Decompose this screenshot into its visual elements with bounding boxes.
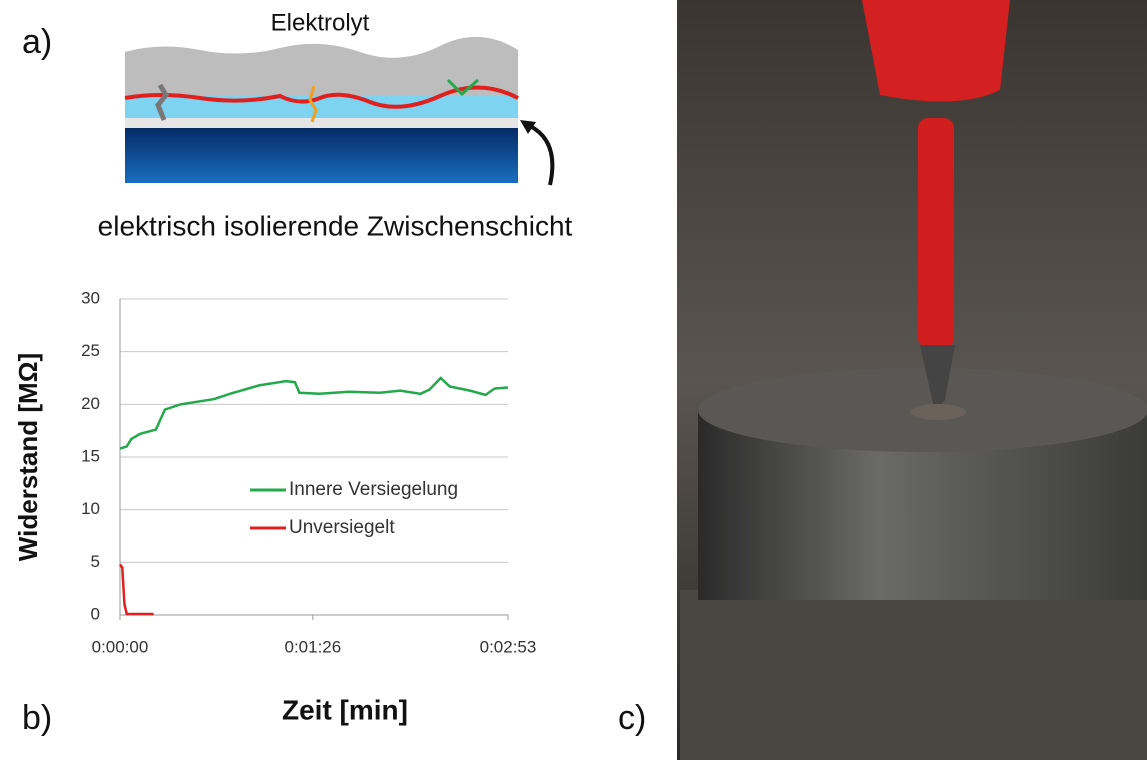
y-tick-label: 0 (91, 604, 100, 623)
probe-wire (918, 118, 954, 348)
y-tick-label: 10 (81, 499, 100, 518)
y-tick-label: 25 (81, 341, 100, 360)
panel-label: a) (22, 23, 52, 61)
x-axis-title: Zeit [min] (282, 694, 408, 725)
interlayer (125, 118, 518, 128)
y-tick-label: 20 (81, 394, 100, 413)
substrate (125, 128, 518, 183)
legend-label: Unversiegelt (289, 517, 395, 538)
contact (910, 404, 966, 420)
diagram: Elektrolyt elektrisch isolierende Zwisch… (98, 9, 573, 241)
photo (677, 0, 1147, 760)
panel-label: c) (618, 699, 646, 737)
y-tick-label: 30 (81, 288, 100, 307)
x-tick-label: 0:02:53 (480, 637, 537, 656)
base-plate (680, 590, 1147, 760)
chart: Zeit [min] Widerstand [MΩ] 0 5 10 15 20 25 30 0… (13, 288, 536, 725)
legend-label: Innere Versiegelung (289, 479, 458, 500)
diagram-label: Elektrolyt (271, 9, 370, 36)
series-line (120, 564, 154, 614)
y-axis-title: Widerstand [MΩ] (13, 353, 43, 561)
probe-holder (862, 0, 1010, 101)
series-line (120, 378, 508, 449)
diagram-label: elektrisch isolierende Zwischenschicht (98, 210, 573, 241)
figure: Elektrolyt elektrisch isolierende Zwisch… (0, 0, 1147, 760)
x-tick-label: 0:00:00 (92, 637, 149, 656)
x-tick-label: 0:01:26 (285, 637, 342, 656)
pointer-arrow (528, 125, 552, 185)
panel-label: b) (22, 699, 52, 737)
y-tick-label: 5 (91, 552, 100, 571)
y-tick-label: 15 (81, 446, 100, 465)
